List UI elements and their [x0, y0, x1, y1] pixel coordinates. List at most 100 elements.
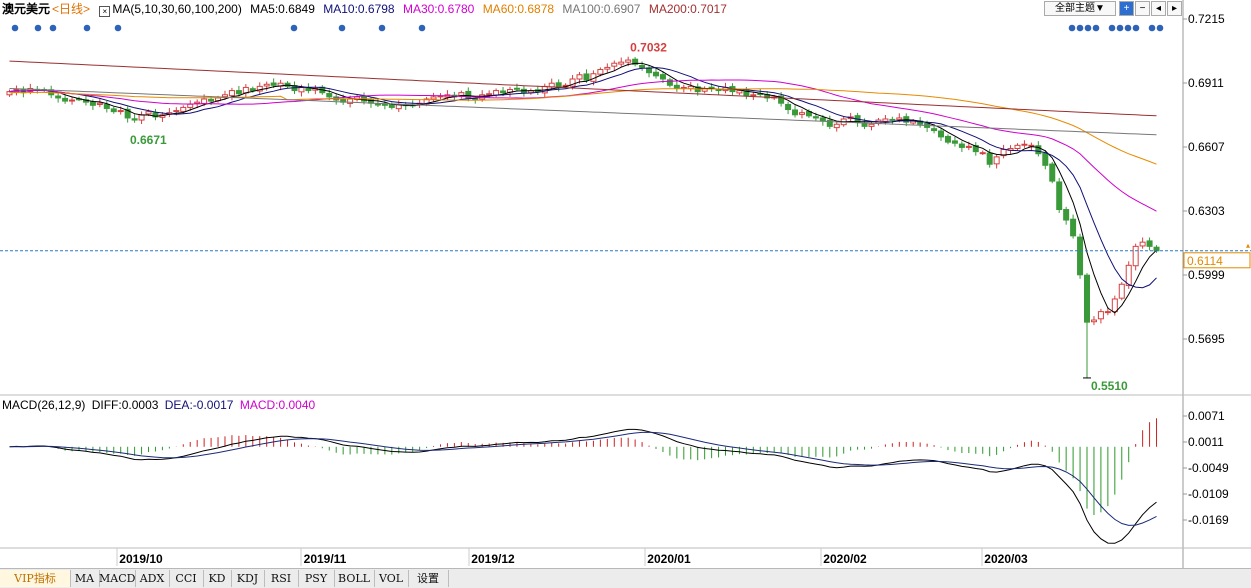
- macd-params: MACD(26,12,9): [2, 398, 86, 412]
- candle: [270, 82, 277, 86]
- date-label: 2020/03: [984, 552, 1028, 566]
- candle: [1021, 143, 1028, 146]
- candle: [89, 101, 96, 106]
- macd-tick-label: 0.0011: [1188, 435, 1224, 449]
- candle: [785, 103, 792, 111]
- tab-kd[interactable]: KD: [203, 570, 232, 587]
- candle: [187, 103, 194, 108]
- tab-settings[interactable]: 设置: [408, 570, 449, 587]
- macd-dea-line: [9, 431, 1157, 526]
- price-tick-label: 0.6303: [1188, 204, 1225, 218]
- candle: [465, 90, 472, 99]
- tab-vol[interactable]: VOL: [374, 570, 409, 587]
- candle: [792, 109, 799, 116]
- candle: [632, 58, 639, 65]
- tab-rsi[interactable]: RSI: [264, 570, 299, 587]
- date-label: 2019/12: [471, 552, 515, 566]
- candle: [659, 74, 666, 80]
- date-label: 2020/02: [823, 552, 867, 566]
- header-bar: 澳元美元 <日线> × MA(5,10,30,60,100,200) MA5:0.6…: [2, 2, 727, 17]
- tab-boll[interactable]: BOLL: [334, 570, 375, 587]
- tab-macd[interactable]: MACD: [99, 570, 136, 587]
- candle: [1146, 240, 1153, 247]
- candle: [117, 110, 124, 113]
- candle: [493, 90, 500, 96]
- candle: [597, 69, 604, 75]
- candle: [1125, 264, 1132, 287]
- candle: [938, 130, 945, 138]
- tab-psy[interactable]: PSY: [298, 570, 335, 587]
- candle: [124, 108, 131, 119]
- candle: [1063, 209, 1070, 221]
- ma10-line: [9, 67, 1157, 289]
- tab-ma[interactable]: MA: [70, 570, 100, 587]
- scroll-left-icon[interactable]: ◂: [1151, 1, 1166, 16]
- candle: [958, 143, 965, 148]
- ma100-line: [9, 88, 1157, 136]
- candle: [931, 128, 938, 132]
- current-price-label: 0.6114: [1187, 254, 1223, 268]
- candle: [868, 123, 875, 127]
- tab-adx[interactable]: ADX: [135, 570, 170, 587]
- candle: [381, 103, 388, 106]
- candle: [500, 90, 507, 94]
- macd-tick-label: 0.0071: [1188, 409, 1225, 423]
- event-marker-icon: [1092, 24, 1100, 32]
- candle: [944, 135, 951, 143]
- candle: [548, 82, 555, 88]
- ma10-value: MA10:0.6798: [323, 2, 395, 16]
- tab-cci[interactable]: CCI: [169, 570, 204, 587]
- candle: [569, 78, 576, 87]
- candle: [993, 156, 1000, 165]
- event-marker-icon: [1116, 24, 1124, 32]
- event-marker-icon: [1108, 24, 1116, 32]
- candle: [1111, 298, 1118, 313]
- candle: [604, 66, 611, 70]
- candle: [374, 103, 381, 106]
- candle: [69, 99, 76, 102]
- candle: [1014, 144, 1021, 149]
- high-price-label: 0.7032: [630, 41, 667, 55]
- ma-toggle-icon[interactable]: ×: [99, 6, 111, 17]
- event-marker-icon: [1124, 24, 1132, 32]
- candle: [194, 101, 201, 104]
- macd-header: MACD(26,12,9) DIFF:0.0003 DEA:-0.0017 MA…: [2, 398, 315, 412]
- event-marker-icon: [1076, 24, 1084, 32]
- macd-diff-value: DIFF:0.0003: [91, 398, 159, 412]
- zoom-out-icon[interactable]: −: [1135, 1, 1150, 16]
- candle: [1042, 152, 1049, 166]
- candle: [680, 86, 687, 89]
- scroll-right-icon[interactable]: ▸: [1167, 1, 1182, 16]
- theme-dropdown[interactable]: 全部主题▼: [1044, 1, 1116, 16]
- candle: [819, 117, 826, 122]
- ma-params: MA(5,10,30,60,100,200): [112, 2, 242, 16]
- tab-kdj[interactable]: KDJ: [231, 570, 265, 587]
- candle: [208, 98, 215, 102]
- event-marker-icon: [338, 24, 346, 32]
- candle: [951, 140, 958, 144]
- zoom-in-icon[interactable]: +: [1119, 1, 1134, 16]
- candle: [986, 152, 993, 165]
- macd-tick-label: -0.0109: [1188, 487, 1229, 501]
- macd-hist-value: MACD:0.0040: [239, 398, 316, 412]
- candle: [736, 90, 743, 94]
- candle: [221, 94, 228, 98]
- period-selector[interactable]: <日线>: [52, 2, 91, 16]
- candle: [326, 93, 333, 98]
- event-marker-icon: [1132, 24, 1140, 32]
- tab-vip[interactable]: VIP指标: [0, 570, 71, 587]
- candle: [472, 98, 479, 101]
- candle: [826, 119, 833, 127]
- ma5-value: MA5:0.6849: [250, 2, 315, 16]
- candle: [138, 114, 145, 121]
- event-marker-icon: [418, 24, 426, 32]
- candle: [1139, 241, 1146, 247]
- event-marker-icon: [1156, 24, 1164, 32]
- candle: [1035, 145, 1042, 155]
- price-tick-label: 0.7215: [1188, 12, 1225, 26]
- ma30-line: [9, 79, 1157, 212]
- candle: [666, 79, 673, 86]
- low-price-label: 0.5510: [1091, 379, 1128, 393]
- candle: [96, 102, 103, 105]
- event-marker-icon: [290, 24, 298, 32]
